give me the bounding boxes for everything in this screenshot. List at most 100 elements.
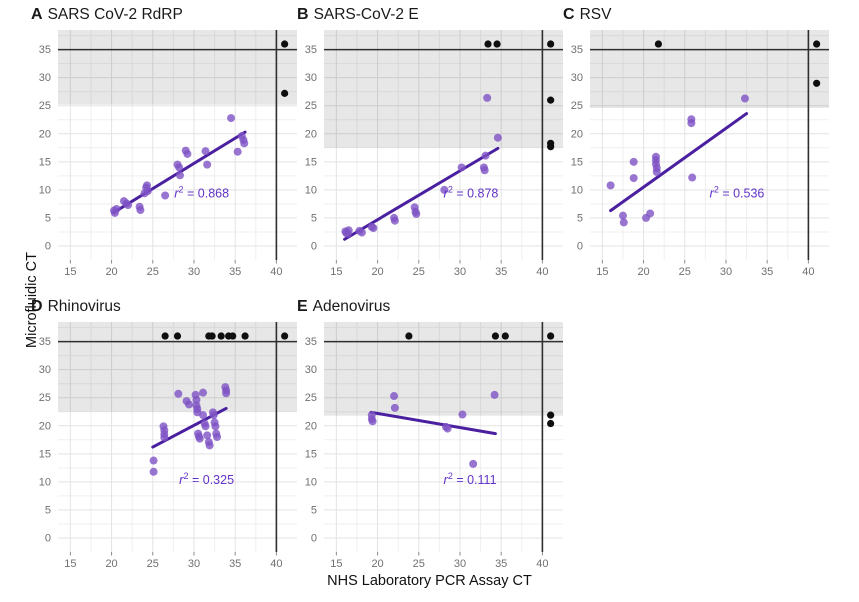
x-tick-label: 40 — [536, 558, 548, 570]
shaded-band — [324, 30, 563, 148]
censored-data-point — [484, 40, 492, 48]
y-tick-label: 15 — [305, 156, 317, 168]
y-tick-label: 15 — [305, 448, 317, 460]
data-point — [160, 433, 169, 442]
panel-a-svg: r2 = 0.868 15 20 25 30 35 40 0 5 10 15 20 25 30 35 — [39, 30, 297, 278]
panel-title-text: Rhinovirus — [47, 298, 121, 315]
y-tick-label: 0 — [311, 240, 317, 252]
y-tick-label: 20 — [305, 420, 317, 432]
data-point — [652, 167, 661, 176]
x-tick-label: 20 — [371, 558, 383, 570]
data-point — [209, 411, 218, 420]
data-point — [618, 211, 627, 220]
y-tick-label: 25 — [571, 100, 583, 112]
x-tick-label: 25 — [147, 558, 159, 570]
x-tick-label: 20 — [371, 266, 383, 278]
data-point — [412, 210, 421, 218]
panel-c-svg: r2 = 0.536 15 20 25 30 35 40 0 5 10 15 20 25 30 35 — [571, 30, 829, 278]
y-tick-label: 5 — [45, 504, 51, 516]
data-point — [457, 163, 466, 172]
censored-data-point — [491, 332, 500, 340]
x-tick-label: 25 — [413, 266, 425, 278]
y-tick-label: 5 — [45, 212, 51, 224]
censored-data-point — [173, 332, 182, 340]
y-tick-label: 25 — [39, 100, 51, 112]
x-tick-label: 30 — [720, 266, 732, 278]
y-tick-label: 30 — [39, 72, 51, 84]
y-tick-label: 30 — [305, 364, 317, 376]
data-point — [240, 139, 249, 148]
censored-data-point — [654, 40, 663, 48]
y-tick-label: 0 — [577, 240, 583, 252]
censored-data-point — [208, 332, 216, 340]
panel-title: C RSV — [563, 6, 611, 24]
panel-d-svg: r2 = 0.325 15 20 25 30 35 40 0 5 10 15 20 25 30 35 — [39, 322, 297, 570]
x-tick-label: 20 — [105, 266, 117, 278]
censored-data-point — [229, 332, 237, 340]
x-tick-label: 40 — [536, 266, 548, 278]
data-point — [199, 388, 208, 397]
data-point — [369, 224, 378, 233]
y-tick-label: 10 — [305, 184, 317, 196]
y-tick-label: 10 — [571, 184, 583, 196]
data-point — [112, 204, 121, 213]
r-squared-label: r2 = 0.878 — [444, 185, 499, 201]
panel-title-text: RSV — [579, 6, 612, 23]
data-point — [483, 93, 492, 102]
data-point — [344, 226, 353, 235]
y-tick-label: 25 — [305, 100, 317, 112]
r-squared-label: r2 = 0.536 — [710, 185, 765, 201]
panel-rsv: C RSV r2 = 0.536 15 20 25 30 35 40 0 5 10 15 20 25 30 3… — [560, 4, 830, 298]
x-tick-label: 35 — [495, 558, 507, 570]
panel-b-plot: r2 = 0.878 15 20 25 30 35 40 0 5 10 15 20 25 30 35 — [294, 30, 563, 290]
x-tick-label: 35 — [229, 558, 241, 570]
r-squared-label: r2 = 0.868 — [174, 185, 229, 201]
data-point — [227, 114, 236, 123]
censored-data-point — [281, 89, 289, 97]
y-tick-label: 35 — [39, 44, 51, 56]
censored-data-point — [547, 332, 555, 340]
data-point — [136, 206, 145, 215]
x-tick-label: 40 — [802, 266, 814, 278]
panel-title: E Adenovirus — [297, 298, 390, 316]
censored-data-point — [547, 411, 555, 419]
y-tick-label: 35 — [39, 336, 51, 348]
censored-data-point — [813, 79, 821, 87]
censored-data-point — [405, 332, 413, 340]
panel-a-plot: r2 = 0.868 15 20 25 30 35 40 0 5 10 15 20 25 30 35 — [28, 30, 297, 290]
data-point — [390, 392, 399, 401]
censored-data-point — [547, 143, 555, 151]
panel-letter: D — [31, 298, 43, 315]
panel-e-svg: r2 = 0.111 15 20 25 30 35 40 0 5 10 15 20 25 30 35 — [305, 322, 563, 570]
data-point — [440, 185, 449, 194]
y-tick-label: 15 — [39, 156, 51, 168]
panel-title-text: SARS CoV-2 RdRP — [47, 6, 183, 23]
y-tick-label: 35 — [305, 44, 317, 56]
y-tick-label: 20 — [39, 128, 51, 140]
data-point — [480, 166, 489, 175]
y-tick-label: 5 — [577, 212, 583, 224]
censored-data-point — [217, 332, 225, 340]
data-point — [629, 157, 638, 166]
x-axis-label: NHS Laboratory PCR Assay CT — [327, 573, 532, 589]
x-tick-label: 40 — [270, 266, 282, 278]
panel-c-plot: r2 = 0.536 15 20 25 30 35 40 0 5 10 15 20 25 30 35 — [560, 30, 829, 290]
x-tick-label: 25 — [413, 558, 425, 570]
data-point — [175, 171, 184, 180]
censored-data-point — [547, 40, 555, 48]
x-tick-label: 25 — [147, 266, 159, 278]
data-point — [481, 151, 490, 160]
panel-title-text: SARS-CoV-2 E — [313, 6, 419, 23]
data-point — [222, 389, 231, 398]
data-point — [646, 209, 655, 218]
panel-letter: C — [563, 6, 575, 23]
censored-data-point — [281, 332, 289, 340]
y-tick-label: 20 — [571, 128, 583, 140]
x-tick-label: 40 — [270, 558, 282, 570]
x-tick-label: 15 — [330, 558, 342, 570]
panel-title: D Rhinovirus — [31, 298, 121, 316]
x-tick-label: 20 — [637, 266, 649, 278]
data-point — [687, 119, 696, 128]
data-point — [201, 147, 210, 156]
panel-title: A SARS CoV-2 RdRP — [31, 6, 183, 24]
